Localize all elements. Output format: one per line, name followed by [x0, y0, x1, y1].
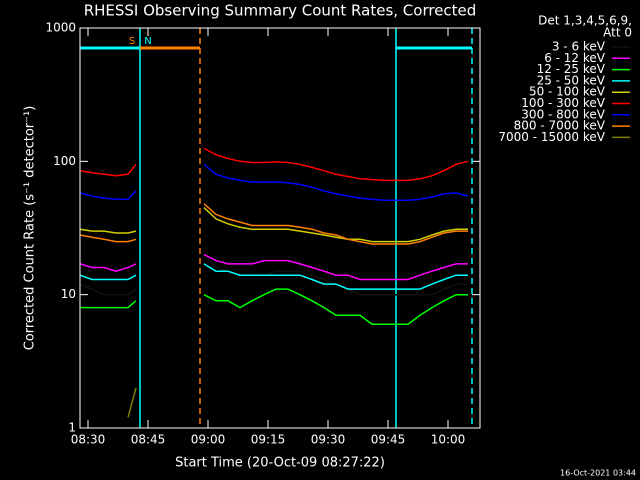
plot-frame — [79, 27, 481, 429]
series-line — [79, 163, 469, 202]
series-line — [79, 207, 468, 243]
y-axis-label: Corrected Count Rate (s⁻¹ detector⁻¹) — [23, 106, 38, 351]
series-line — [79, 203, 468, 245]
y-tick-label: 1000 — [45, 21, 76, 35]
legend-label: 800 - 7000 keV — [514, 119, 606, 133]
legend-label: 7000 - 15000 keV — [498, 130, 605, 144]
x-tick-label: 08:45 — [131, 433, 166, 447]
legend-label: 50 - 100 keV — [529, 85, 606, 99]
y-tick-label: 100 — [53, 154, 76, 168]
y-tick-label: 10 — [61, 287, 76, 301]
chart-title: RHESSI Observing Summary Count Rates, Co… — [84, 2, 477, 20]
y-tick-label: 1 — [68, 421, 76, 435]
legend-label: 12 - 25 keV — [537, 62, 606, 76]
x-tick-label: 10:00 — [431, 433, 466, 447]
footer: 16-Oct-2021 03:44 — [560, 469, 636, 478]
x-tick-label: 09:15 — [251, 433, 286, 447]
legend-label: 3 - 6 keV — [552, 40, 606, 54]
legend-title: Det 1,3,4,5,6,9, — [538, 14, 632, 28]
series-line — [80, 288, 468, 325]
legend-title: Att 0 — [603, 26, 632, 40]
legend-label: 300 - 800 keV — [521, 107, 605, 121]
x-tick-label: 08:30 — [71, 433, 106, 447]
series-line — [79, 263, 468, 290]
legend-label: 25 - 50 keV — [537, 73, 606, 87]
series-line — [79, 253, 468, 281]
legend-label: 100 - 300 keV — [521, 96, 605, 110]
x-tick-label: 09:45 — [371, 433, 406, 447]
series-line — [127, 387, 137, 418]
legend-label: 6 - 12 keV — [544, 51, 606, 65]
mode-label: S — [129, 36, 135, 47]
x-tick-label: 09:00 — [191, 433, 226, 447]
mode-label: N — [144, 36, 151, 47]
series-line — [79, 147, 469, 182]
x-tick-label: 09:30 — [311, 433, 346, 447]
x-axis-label: Start Time (20-Oct-09 08:27:22) — [175, 456, 385, 471]
